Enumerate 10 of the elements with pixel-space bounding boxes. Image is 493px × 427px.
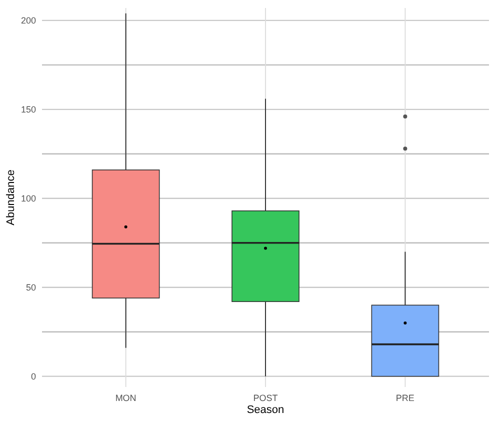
y-tick-label: 200 [20, 16, 36, 26]
y-tick-label: 150 [20, 104, 36, 115]
x-tick-label: PRE [396, 393, 414, 403]
y-tick-label: 0 [30, 371, 36, 382]
x-axis-title: Season [246, 404, 284, 416]
y-tick-label: 100 [20, 194, 36, 204]
y-axis-title: Abundance [5, 170, 17, 226]
x-tick-label: MON [115, 393, 136, 403]
y-tick-label: 50 [26, 282, 36, 293]
x-tick-label: POST [253, 393, 278, 403]
